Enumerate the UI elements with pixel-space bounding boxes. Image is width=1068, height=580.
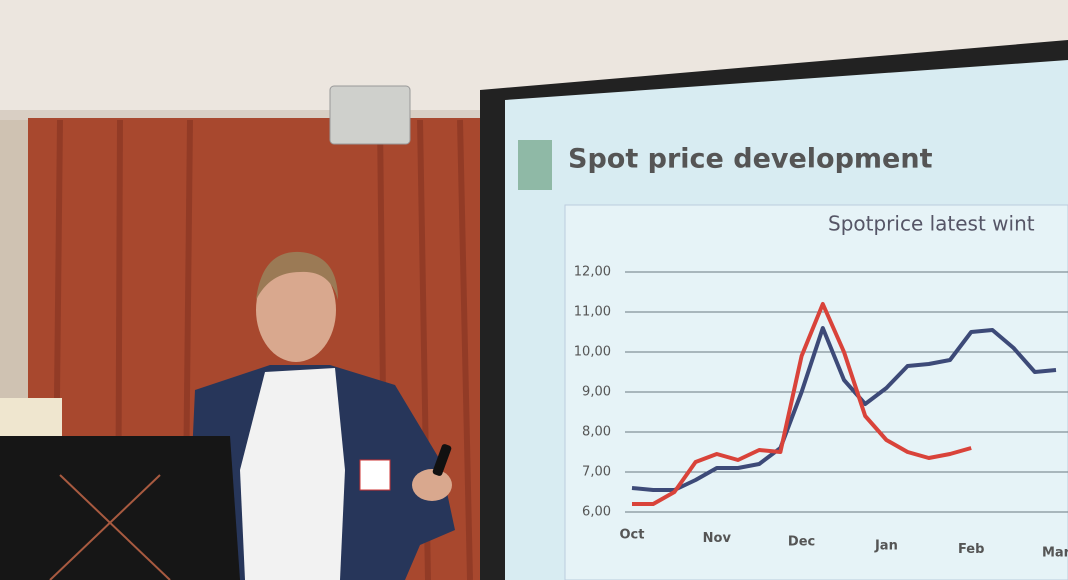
chart: 6,00 7,00 8,00 9,00 10,00 11,00 12,00 Oct Nov Dec…	[574, 265, 1068, 561]
slide-accent	[518, 140, 552, 190]
x-tick-label: Feb	[958, 542, 984, 557]
x-tick-label: Nov	[703, 531, 732, 546]
presenter	[190, 251, 455, 580]
series-line	[631, 326, 1057, 492]
slide-title: Spot price development	[568, 144, 933, 175]
y-tick-label: 10,00	[574, 345, 611, 360]
lamp	[0, 398, 62, 436]
x-tick-label: Jan	[874, 538, 898, 553]
x-tick-label: Oct	[620, 528, 645, 543]
series-line	[632, 302, 972, 506]
y-tick-label: 12,00	[574, 265, 611, 280]
y-tick-label: 11,00	[574, 305, 611, 320]
y-tick-label: 6,00	[582, 505, 611, 520]
chart-title: Spotprice latest wint	[828, 212, 1035, 236]
x-tick-label: Dec	[788, 535, 815, 550]
y-tick-label: 8,00	[582, 425, 611, 440]
laptop-logo	[49, 474, 171, 580]
y-tick-label: 7,00	[582, 465, 611, 480]
speaker	[329, 85, 411, 145]
laptop	[0, 436, 240, 580]
x-tick-label: Mar	[1042, 546, 1068, 561]
y-tick-label: 9,00	[582, 385, 611, 400]
